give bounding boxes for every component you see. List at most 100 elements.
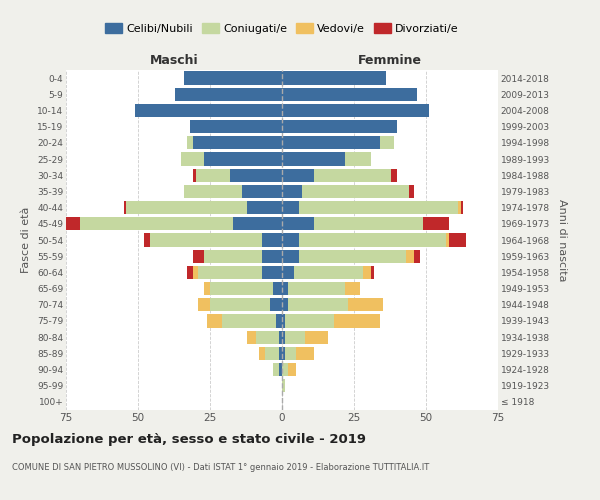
Bar [193, 266, 199, 279]
Bar [135, 104, 282, 117]
Bar [458, 201, 461, 214]
Bar [282, 152, 346, 166]
Bar [285, 330, 305, 344]
Bar [348, 298, 383, 312]
Bar [204, 152, 282, 166]
Bar [288, 282, 346, 295]
Bar [210, 298, 271, 312]
Bar [262, 234, 282, 246]
Bar [282, 72, 386, 85]
Bar [282, 282, 288, 295]
Bar [380, 136, 394, 149]
Bar [282, 136, 380, 149]
Bar [247, 330, 256, 344]
Bar [196, 168, 230, 182]
Bar [274, 363, 279, 376]
Bar [204, 282, 210, 295]
Bar [446, 234, 449, 246]
Bar [282, 330, 285, 344]
Bar [124, 201, 127, 214]
Bar [181, 152, 204, 166]
Y-axis label: Anni di nascita: Anni di nascita [557, 198, 566, 281]
Bar [66, 217, 80, 230]
Bar [288, 363, 296, 376]
Bar [271, 298, 282, 312]
Bar [256, 330, 279, 344]
Bar [262, 250, 282, 263]
Bar [276, 314, 282, 328]
Bar [233, 217, 282, 230]
Bar [299, 201, 458, 214]
Bar [247, 201, 282, 214]
Y-axis label: Fasce di età: Fasce di età [22, 207, 31, 273]
Bar [406, 250, 415, 263]
Bar [282, 314, 285, 328]
Bar [293, 266, 362, 279]
Bar [184, 185, 242, 198]
Bar [282, 250, 299, 263]
Bar [221, 314, 276, 328]
Bar [127, 201, 247, 214]
Legend: Celibi/Nubili, Coniugati/e, Vedovi/e, Divorziati/e: Celibi/Nubili, Coniugati/e, Vedovi/e, Di… [103, 21, 461, 36]
Bar [207, 314, 221, 328]
Bar [80, 217, 233, 230]
Bar [285, 314, 334, 328]
Bar [184, 72, 282, 85]
Bar [288, 298, 348, 312]
Bar [296, 346, 314, 360]
Bar [282, 120, 397, 134]
Bar [282, 201, 299, 214]
Bar [282, 346, 285, 360]
Bar [299, 250, 406, 263]
Bar [285, 346, 296, 360]
Bar [193, 250, 204, 263]
Bar [279, 363, 282, 376]
Bar [371, 266, 374, 279]
Bar [346, 282, 360, 295]
Bar [190, 120, 282, 134]
Bar [187, 266, 193, 279]
Bar [282, 217, 314, 230]
Bar [279, 330, 282, 344]
Bar [282, 168, 314, 182]
Bar [346, 152, 371, 166]
Text: Maschi: Maschi [149, 54, 199, 68]
Text: Femmine: Femmine [358, 54, 422, 68]
Bar [144, 234, 149, 246]
Bar [362, 266, 371, 279]
Bar [274, 282, 282, 295]
Bar [391, 168, 397, 182]
Bar [193, 168, 196, 182]
Bar [282, 104, 429, 117]
Bar [305, 330, 328, 344]
Bar [423, 217, 449, 230]
Bar [199, 266, 262, 279]
Bar [299, 234, 446, 246]
Text: Popolazione per età, sesso e stato civile - 2019: Popolazione per età, sesso e stato civil… [12, 432, 366, 446]
Bar [449, 234, 466, 246]
Bar [415, 250, 420, 263]
Bar [193, 136, 282, 149]
Bar [210, 282, 274, 295]
Bar [175, 88, 282, 101]
Bar [204, 250, 262, 263]
Bar [302, 185, 409, 198]
Bar [282, 298, 288, 312]
Bar [282, 266, 293, 279]
Bar [230, 168, 282, 182]
Bar [282, 363, 288, 376]
Bar [409, 185, 415, 198]
Bar [282, 379, 285, 392]
Bar [334, 314, 380, 328]
Bar [242, 185, 282, 198]
Bar [262, 266, 282, 279]
Bar [314, 217, 423, 230]
Bar [282, 88, 418, 101]
Bar [149, 234, 262, 246]
Bar [199, 298, 210, 312]
Bar [282, 234, 299, 246]
Bar [461, 201, 463, 214]
Bar [187, 136, 193, 149]
Bar [282, 185, 302, 198]
Bar [259, 346, 265, 360]
